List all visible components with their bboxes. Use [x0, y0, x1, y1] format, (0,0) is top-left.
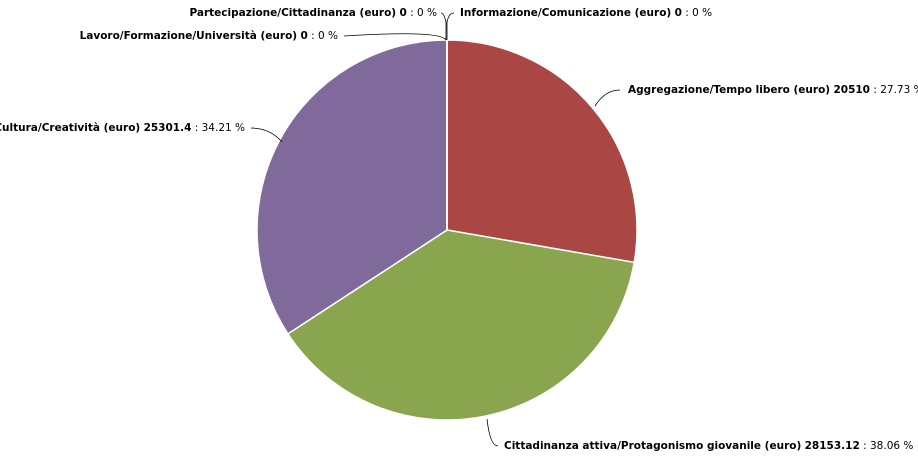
separator: : — [685, 7, 689, 19]
data-label: Aggregazione/Tempo libero (euro) 20510 :… — [628, 84, 918, 96]
separator: : — [311, 30, 315, 42]
value-label: 28153.12 — [805, 440, 860, 452]
value-label: 0 — [399, 7, 406, 19]
separator: : — [195, 122, 199, 134]
category-label: Cittadinanza attiva/Protagonismo giovani… — [504, 440, 801, 452]
category-label: Partecipazione/Cittadinanza (euro) — [189, 7, 396, 19]
data-label: Informazione/Comunicazione (euro) 0 : 0 … — [460, 7, 712, 19]
separator: : — [863, 440, 867, 452]
percent-label: 0 % — [692, 7, 712, 19]
value-label: 25301.4 — [144, 122, 192, 134]
data-label: Lavoro/Formazione/Università (euro) 0 : … — [80, 30, 338, 42]
data-label: Cultura/Creatività (euro) 25301.4 : 34.2… — [0, 122, 245, 134]
data-label: Partecipazione/Cittadinanza (euro) 0 : 0… — [189, 7, 437, 19]
connector-line — [440, 12, 447, 40]
value-label: 20510 — [833, 84, 870, 96]
category-label: Cultura/Creatività (euro) — [0, 122, 140, 134]
connector-line — [343, 33, 447, 41]
value-label: 0 — [300, 30, 307, 42]
separator: : — [873, 84, 877, 96]
percent-label: 27.73 % — [880, 84, 918, 96]
category-label: Aggregazione/Tempo libero (euro) — [628, 84, 830, 96]
percent-label: 38.06 % — [870, 440, 913, 452]
connector-line — [486, 418, 499, 447]
category-label: Lavoro/Formazione/Università (euro) — [80, 30, 298, 42]
value-label: 0 — [675, 7, 682, 19]
category-label: Informazione/Comunicazione (euro) — [460, 7, 671, 19]
pie-slice — [446, 39, 638, 264]
percent-label: 0 % — [417, 7, 437, 19]
percent-label: 0 % — [318, 30, 338, 42]
separator: : — [410, 7, 414, 19]
data-label: Cittadinanza attiva/Protagonismo giovani… — [504, 440, 913, 452]
percent-label: 34.21 % — [202, 122, 245, 134]
connector-line — [594, 89, 621, 107]
connector-line — [250, 127, 283, 143]
connector-line — [446, 12, 455, 40]
